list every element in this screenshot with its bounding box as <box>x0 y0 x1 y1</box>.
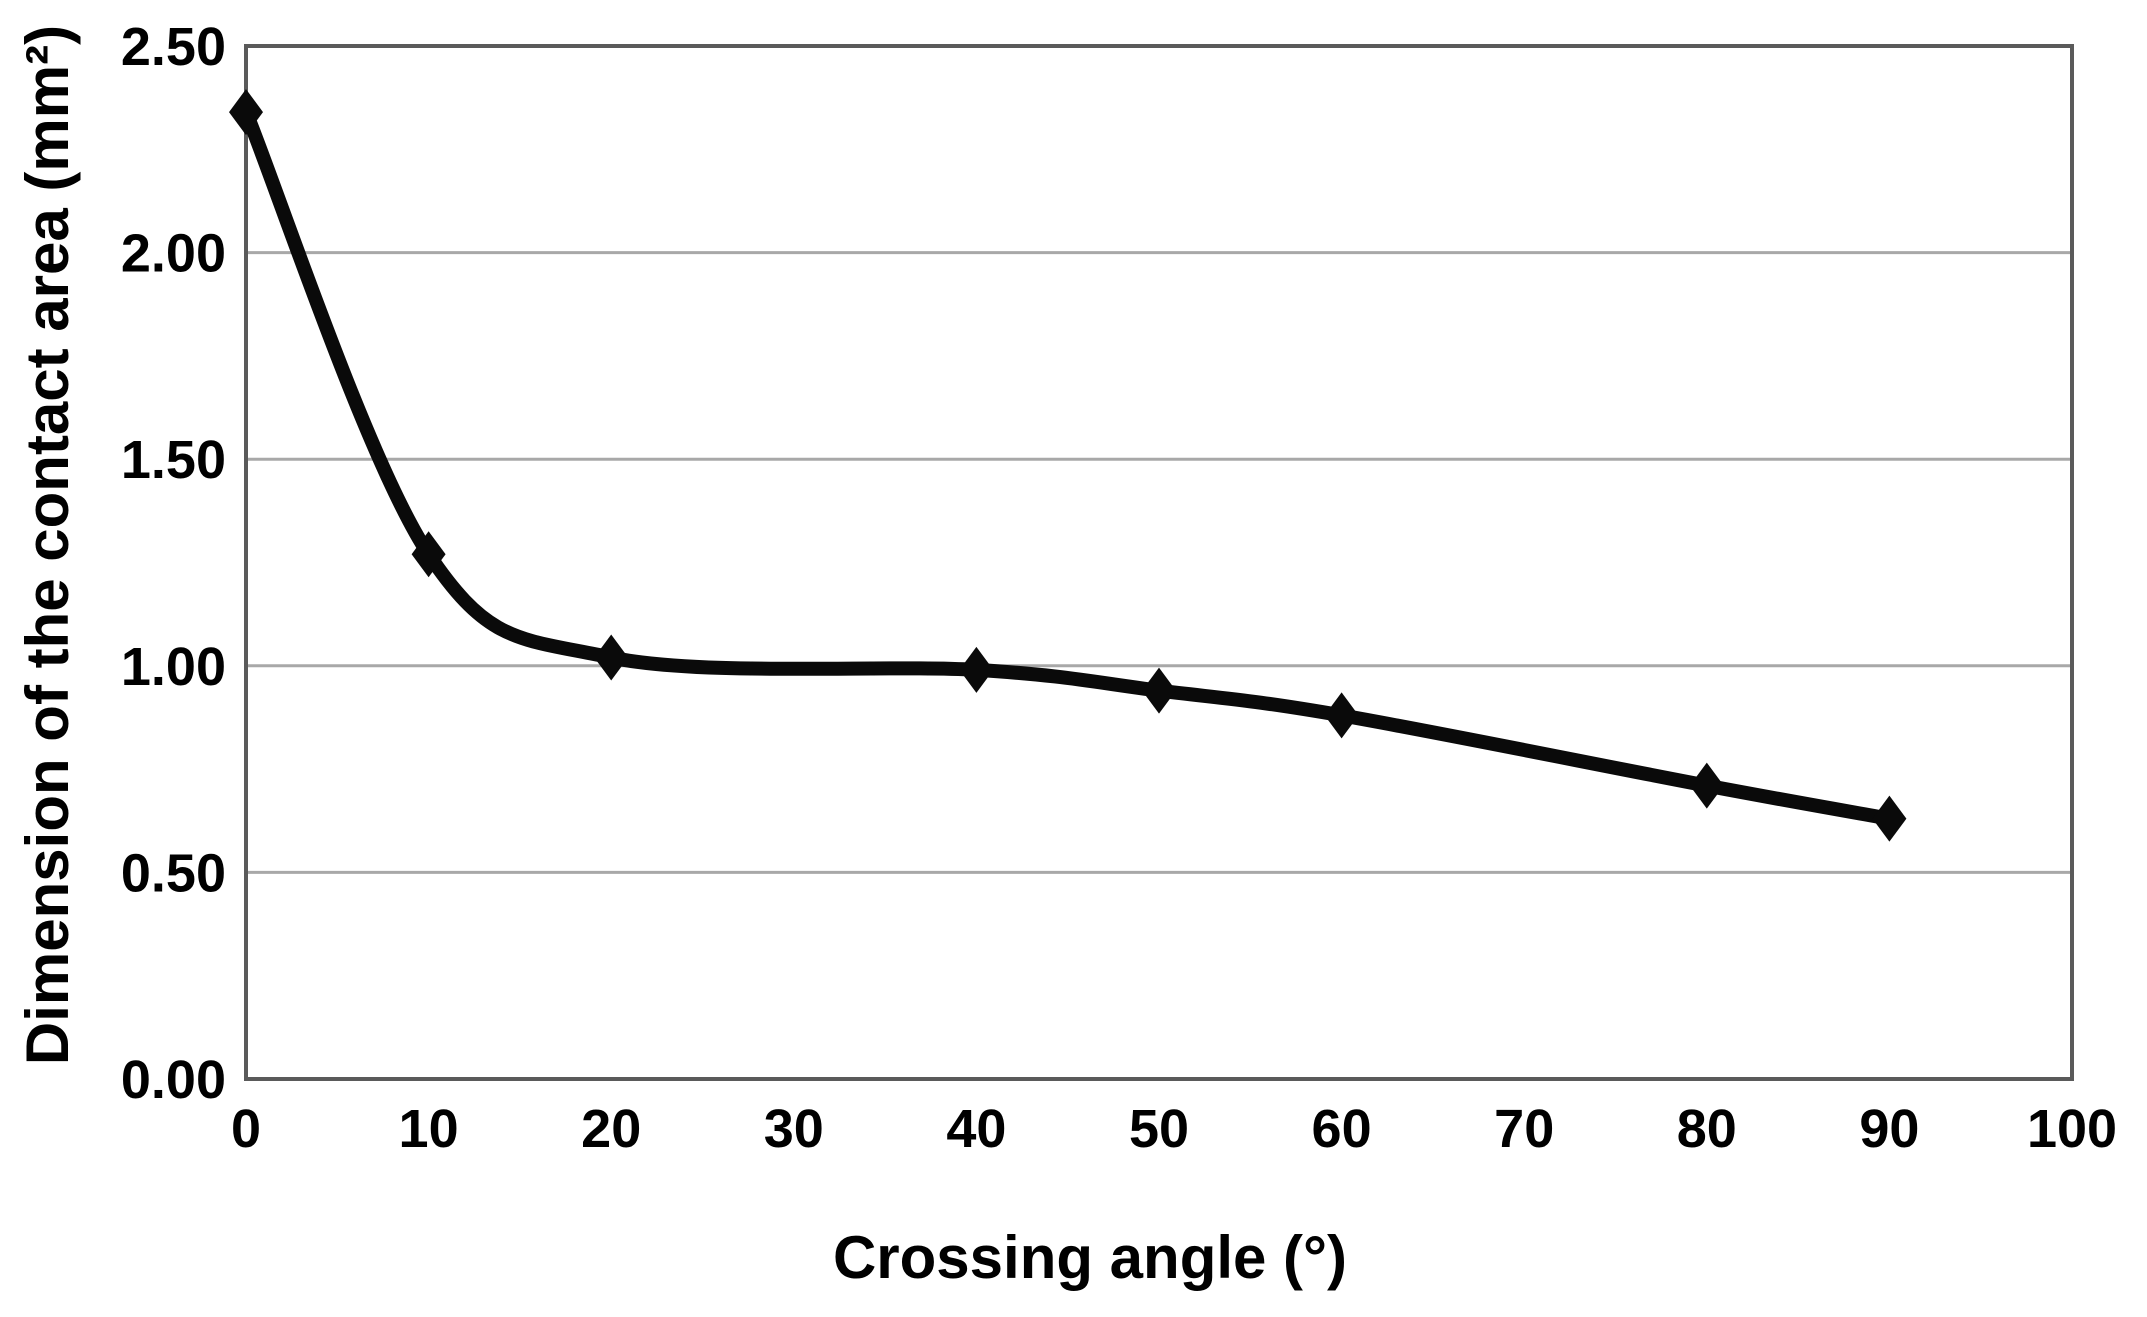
x-tick-label: 90 <box>1859 1099 1919 1159</box>
x-tick-label: 20 <box>581 1099 641 1159</box>
y-tick-label: 2.50 <box>121 17 226 77</box>
x-tick-label: 50 <box>1129 1099 1189 1159</box>
x-tick-label: 80 <box>1677 1099 1737 1159</box>
data-point-marker <box>411 531 446 578</box>
plot-frame <box>244 44 2074 1081</box>
data-point-marker <box>1872 795 1907 842</box>
x-tick-label: 100 <box>2027 1099 2117 1159</box>
x-tick-label: 30 <box>764 1099 824 1159</box>
y-tick-label: 0.50 <box>121 843 226 903</box>
plot-area: 0 10 20 30 40 50 60 70 80 90 100 0.00 0.50 1.00 1.50 2.… <box>121 17 2117 1159</box>
data-point-marker <box>1689 762 1724 809</box>
x-axis-title: Crossing angle (°) <box>833 1224 1347 1291</box>
data-point-marker <box>959 646 994 693</box>
y-axis-title: Dimension of the contact area (mm²) <box>14 25 81 1065</box>
data-point-marker <box>594 634 629 681</box>
data-curve <box>239 105 1897 826</box>
x-tick-label: 40 <box>946 1099 1006 1159</box>
data-point-marker <box>229 89 263 136</box>
x-tick-label: 70 <box>1494 1099 1554 1159</box>
data-point-marker <box>1142 667 1176 714</box>
y-tick-label: 0.00 <box>121 1050 226 1110</box>
x-tick-label: 10 <box>399 1099 459 1159</box>
y-tick-label: 2.00 <box>121 224 226 284</box>
y-tick-label: 1.00 <box>121 637 226 697</box>
y-tick-label: 1.50 <box>121 430 226 490</box>
data-point-marker <box>1324 692 1359 739</box>
x-tick-label: 60 <box>1312 1099 1372 1159</box>
x-tick-label: 0 <box>231 1099 261 1159</box>
